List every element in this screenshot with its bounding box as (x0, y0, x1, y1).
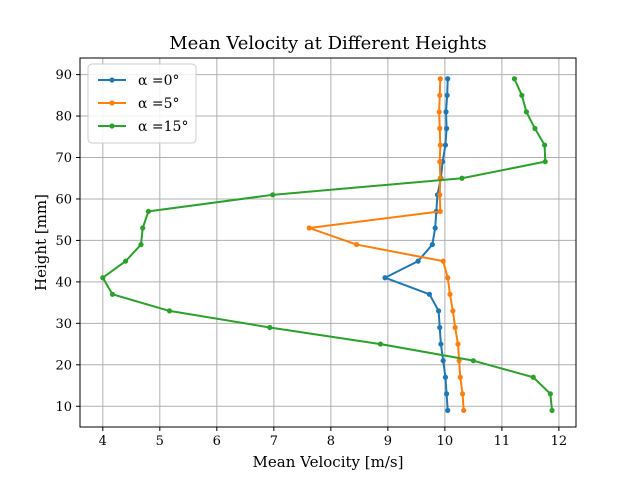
data-point (443, 391, 450, 397)
data-point (270, 192, 276, 198)
x-tick-label: 10 (437, 434, 454, 449)
legend-item: α =0° (98, 73, 180, 89)
data-point (382, 275, 388, 281)
data-point (437, 208, 443, 215)
x-tick-label: 8 (327, 434, 335, 449)
x-tick-label: 12 (551, 434, 568, 449)
y-tick-label: 50 (55, 234, 72, 249)
data-point (138, 241, 144, 248)
data-point (438, 341, 444, 347)
data-point (440, 358, 446, 364)
data-point (444, 92, 450, 98)
data-point (519, 92, 525, 98)
data-point (450, 308, 456, 314)
y-tick-label: 10 (55, 400, 72, 415)
data-point (452, 324, 458, 331)
data-point (442, 374, 449, 380)
data-point (437, 125, 443, 132)
data-point (437, 159, 443, 165)
x-axis: 4 5 6 7 8 9 10 11 12 (99, 427, 568, 449)
data-point (166, 308, 173, 314)
y-tick-label: 80 (55, 110, 72, 125)
y-tick-label: 40 (55, 275, 72, 290)
y-tick-label: 60 (55, 192, 72, 207)
data-point (470, 358, 476, 364)
series-1 (306, 76, 467, 414)
data-point (123, 258, 129, 264)
data-point (100, 275, 106, 281)
legend-marker (109, 77, 115, 83)
data-point (145, 208, 152, 215)
x-tick-label: 9 (384, 434, 392, 449)
data-point (445, 76, 451, 82)
legend-label: α =0° (138, 73, 180, 89)
data-point (353, 241, 360, 248)
chart-title: Mean Velocity at Different Heights (169, 33, 487, 54)
data-point (109, 291, 116, 297)
y-axis-label: Height [mm] (32, 194, 50, 291)
data-point (440, 258, 446, 264)
data-point (530, 374, 536, 380)
data-point (267, 324, 273, 331)
series-group (100, 76, 555, 414)
x-tick-label: 11 (494, 434, 511, 449)
data-point (377, 341, 384, 347)
data-point (542, 159, 548, 165)
grid (80, 58, 576, 427)
data-point (445, 275, 451, 281)
data-point (140, 225, 146, 231)
data-point (447, 291, 453, 297)
plot-frame (79, 57, 577, 428)
data-point (306, 225, 312, 231)
data-point (437, 142, 443, 148)
x-tick-label: 6 (213, 434, 221, 449)
y-tick-label: 30 (55, 317, 72, 332)
legend-box (87, 63, 197, 144)
series-2 (100, 76, 555, 414)
data-point (532, 125, 538, 132)
data-point (547, 391, 553, 397)
legend-marker (109, 100, 115, 106)
x-axis-label: Mean Velocity [m/s] (253, 453, 404, 471)
legend: α =0° α =5° α =15° (87, 63, 197, 144)
legend-label: α =5° (138, 96, 180, 112)
data-point (459, 391, 466, 397)
data-point (523, 109, 530, 115)
y-tick-label: 70 (55, 151, 72, 166)
data-point (455, 341, 461, 347)
data-point (437, 92, 443, 98)
data-point (542, 142, 548, 148)
data-point (459, 175, 465, 181)
data-point (429, 241, 435, 248)
data-point (457, 374, 463, 380)
data-point (443, 109, 449, 115)
data-point (511, 76, 518, 82)
x-tick-label: 7 (270, 434, 278, 449)
data-point (436, 109, 442, 115)
legend-marker (109, 123, 115, 129)
legend-item: α =5° (98, 96, 180, 112)
data-point (461, 407, 467, 414)
legend-item: α =15° (98, 119, 188, 135)
data-point (437, 76, 443, 82)
y-tick-label: 20 (55, 358, 72, 373)
data-point (442, 142, 449, 148)
data-point (549, 407, 555, 414)
data-point (437, 192, 443, 198)
data-point (443, 125, 450, 132)
data-point (436, 308, 442, 314)
x-tick-label: 4 (99, 434, 107, 449)
data-point (426, 291, 433, 297)
y-axis: 10 20 30 40 50 60 70 80 90 (55, 68, 80, 415)
y-tick-label: 90 (55, 68, 72, 83)
data-point (415, 258, 421, 264)
data-point (445, 407, 451, 414)
data-point (437, 324, 443, 331)
legend-label: α =15° (138, 119, 188, 135)
x-tick-label: 5 (156, 434, 164, 449)
data-point (432, 225, 438, 231)
